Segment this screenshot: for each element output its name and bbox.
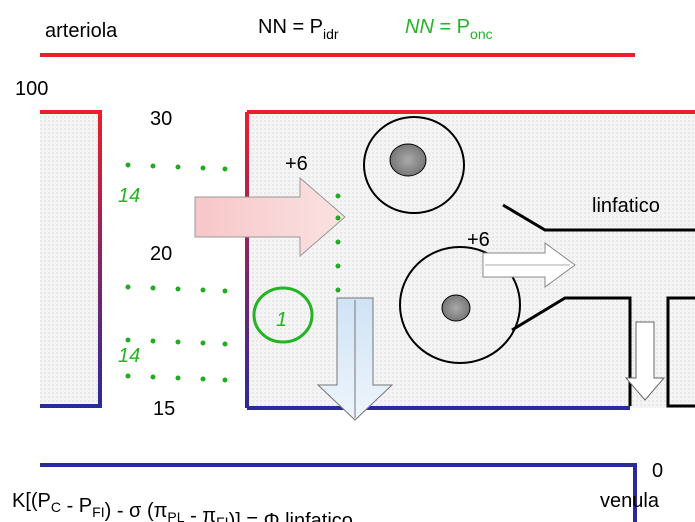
formula-text: - P [61, 495, 92, 517]
legend-hydrostatic: NN = Pidr [258, 16, 339, 42]
formula-sub: PL [167, 509, 184, 522]
formula-text: K[(P [12, 490, 51, 512]
net-flow: 1 [276, 309, 287, 331]
filtration: +6 [285, 153, 308, 175]
pressure: 15 [153, 398, 175, 420]
legend-symbol: NN [405, 16, 434, 38]
label-arteriola: arteriola [45, 20, 118, 42]
vessels [40, 55, 695, 522]
formula-text: )] = Φ linfatico [229, 510, 353, 522]
formula-sub: FI [92, 504, 104, 520]
legend-oncotic: NN = Ponc [405, 16, 493, 42]
lymph-flow: +6 [467, 229, 490, 251]
formula-text: ) - σ (π [105, 500, 168, 522]
pressure: 0 [652, 460, 663, 482]
pressure: 100 [15, 78, 48, 100]
oncotic-flow: 14 [118, 345, 140, 367]
oncotic-flow: 14 [118, 185, 140, 207]
legend-symbol: NN [258, 16, 287, 38]
legend-eq: = P [287, 16, 323, 38]
label-venula: venula [600, 490, 660, 512]
formula-sub: C [51, 499, 61, 515]
formula-sub: FI [216, 514, 228, 522]
pressure: 30 [150, 108, 172, 130]
legend-sub: idr [323, 26, 339, 42]
legend-eq: = P [434, 16, 470, 38]
diagram: arteriola NN = Pidr NN = Ponc 100 30 20 … [0, 0, 695, 522]
formula-text: - π [185, 505, 217, 522]
label-linfatico: linfatico [592, 195, 660, 217]
formula: K[(PC - PFI) - σ (πPL - πFI)] = Φ linfat… [12, 490, 353, 522]
pressure: 20 [150, 243, 172, 265]
legend-sub: onc [470, 26, 493, 42]
